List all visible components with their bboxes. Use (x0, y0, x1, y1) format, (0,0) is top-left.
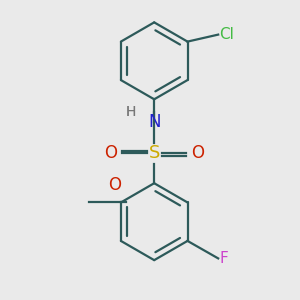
Text: N: N (148, 113, 161, 131)
Text: H: H (126, 104, 136, 118)
Text: F: F (219, 251, 228, 266)
Text: H: H (126, 104, 136, 118)
Text: S: S (148, 145, 160, 163)
Text: O: O (108, 176, 121, 194)
Text: Cl: Cl (219, 27, 234, 42)
Text: O: O (104, 145, 117, 163)
Text: O: O (192, 145, 205, 163)
